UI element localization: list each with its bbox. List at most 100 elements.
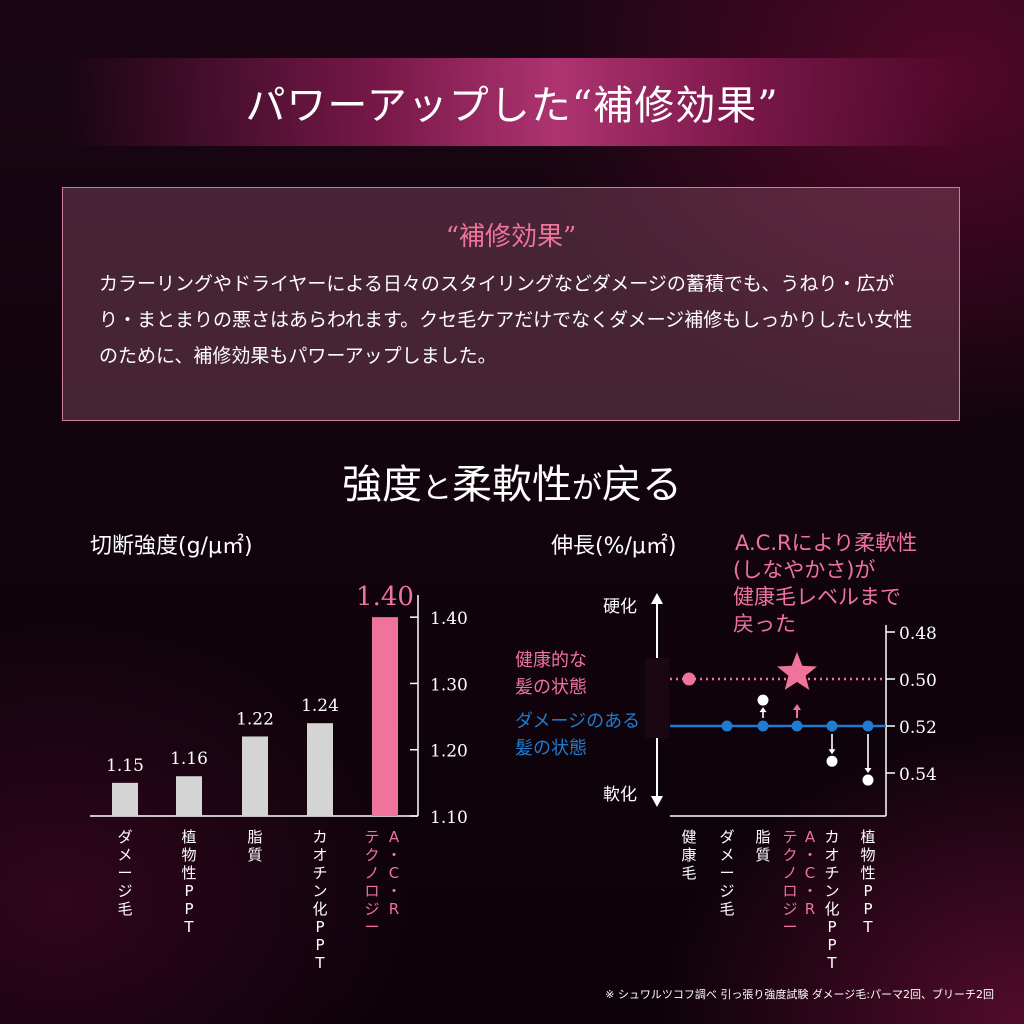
acr-annotation-line: 健康毛レベルまで: [733, 585, 901, 609]
acr-up-arrow-icon: [793, 704, 801, 710]
elongation-category-label-char: カ: [824, 828, 839, 846]
shift-arrow-up-icon: [759, 707, 767, 713]
strength-category-label-acr-char: C: [389, 864, 399, 882]
damaged-point: [721, 720, 733, 732]
strength-category-label-char: 脂: [247, 828, 262, 846]
elongation-category-label-acr-char: ノ: [782, 864, 797, 882]
treatment-point: [862, 774, 874, 786]
strength-y-tick-label: 1.30: [430, 675, 468, 695]
page-title: パワーアップした“補修効果”: [245, 83, 779, 129]
elongation-category-label-acr-char: ・: [802, 882, 817, 900]
hardness-label: 硬化: [603, 597, 637, 617]
strength-category-label-acr-char: ロ: [364, 882, 379, 900]
elongation-y-tick-label: 0.54: [899, 765, 937, 785]
strength-category-label-char: T: [314, 954, 325, 972]
strength-category-label-acr-char: ジ: [364, 900, 379, 918]
elongation-category-label-acr-char: A: [805, 828, 816, 846]
damaged-label-line2: 髪の状態: [515, 737, 587, 759]
strength-bar: [176, 776, 202, 816]
strength-bar: [242, 736, 268, 816]
acr-star-icon: [777, 652, 817, 690]
strength-category-label-char: 質: [247, 846, 262, 864]
footnote: ※ シュワルツコフ調べ 引っ張り強度試験 ダメージ毛:パーマ2回、ブリーチ2回: [605, 988, 994, 1001]
elongation-category-label-acr-char: ・: [802, 846, 817, 864]
strength-bar: [112, 782, 138, 816]
acr-annotation-line: (しなやかさ)が: [733, 558, 875, 582]
strength-category-label-char: カ: [312, 828, 327, 846]
elongation-category-label: ダメージ毛: [719, 828, 734, 918]
acr-annotation-line: A.C.Rにより柔軟性: [735, 531, 917, 555]
strength-category-label-char: オ: [312, 846, 327, 864]
strength-data-label: 1.40: [356, 582, 414, 612]
strength-category-label-char: ー: [117, 864, 132, 882]
elongation-category-label-char: T: [862, 918, 873, 936]
strength-category-label-acr: A・C・R: [386, 828, 401, 918]
elongation-y-tick-label: 0.52: [899, 718, 937, 738]
title-banner: パワーアップした“補修効果”: [62, 58, 962, 146]
strength-category-label-char: P: [184, 900, 193, 918]
subtitle-flexibility: 柔軟性: [452, 462, 572, 508]
strength-data-label: 1.24: [301, 696, 339, 716]
strength-category-label-char: P: [184, 882, 193, 900]
healthy-label-line2: 髪の状態: [515, 676, 587, 698]
treatment-point: [757, 694, 769, 706]
strength-category-label-acr-char: ノ: [364, 864, 379, 882]
damaged-point: [826, 720, 838, 732]
healthy-hair-point: [682, 672, 696, 686]
info-box-text: カラーリングやドライヤーによる日々のスタイリングなどダメージの蓄積でも、うねり・…: [99, 273, 913, 367]
elongation-category-label-char: メ: [719, 846, 734, 864]
section-subtitle: 強度と柔軟性が戻る: [0, 452, 1024, 510]
elongation-category-label-char: 健: [681, 828, 696, 846]
elongation-category-label-char: P: [863, 882, 872, 900]
elongation-category-label-char: 毛: [719, 900, 734, 918]
elongation-category-label-char: P: [827, 918, 836, 936]
strength-category-label-acr-char: ・: [386, 846, 401, 864]
elongation-category-label-char: ダ: [719, 828, 734, 846]
strength-category-label-char: チ: [312, 864, 327, 882]
elongation-category-label: 脂質: [755, 828, 770, 864]
elongation-y-tick-label: 0.48: [899, 624, 937, 644]
elongation-category-label-acr-char: ジ: [782, 900, 797, 918]
elongation-category-label-char: P: [827, 936, 836, 954]
acr-annotation-line: 戻った: [733, 612, 796, 636]
strength-category-label-char: ダ: [117, 828, 132, 846]
strength-y-tick-label: 1.20: [430, 742, 468, 762]
elongation-category-label-acr-char: ク: [782, 846, 797, 864]
elongation-category-label-acr-char: C: [805, 864, 815, 882]
elongation-category-label-acr-char: ー: [782, 918, 797, 936]
elongation-category-label: 健康毛: [681, 828, 696, 882]
strength-category-label-char: 植: [181, 828, 196, 846]
strength-category-label-char: 性: [181, 864, 196, 882]
elongation-category-label-char: ー: [719, 864, 734, 882]
info-box-heading: “補修効果”: [445, 222, 577, 252]
subtitle-particle-ga: が: [572, 471, 602, 506]
strength-category-label-char: P: [315, 936, 324, 954]
strength-category-label-acr-char: A: [389, 828, 400, 846]
strength-category-label-acr-char: R: [389, 900, 399, 918]
strength-data-label: 1.15: [106, 756, 144, 776]
strength-category-label-char: T: [183, 918, 194, 936]
damaged-label-line1: ダメージのある: [515, 711, 640, 732]
elongation-category-label-char: ジ: [719, 882, 734, 900]
strength-category-label-acr-char: テ: [364, 828, 379, 846]
elongation-category-label-char: P: [863, 900, 872, 918]
healthy-label-line1: 健康的な: [515, 650, 587, 671]
strength-category-label-acr-char: ・: [386, 882, 401, 900]
damaged-point: [862, 720, 874, 732]
elongation-category-label-acr-char: ロ: [782, 882, 797, 900]
strength-data-label: 1.22: [236, 709, 274, 729]
elongation-category-label-char: 毛: [681, 864, 696, 882]
strength-category-label: 脂質: [247, 828, 262, 864]
strength-y-tick-label: 1.40: [430, 609, 468, 629]
hardness-arrow-up-icon: [651, 593, 663, 604]
shift-arrow-down-icon: [828, 749, 836, 755]
strength-category-label-char: ン: [312, 882, 327, 900]
elongation-category-label-acr-char: テ: [782, 828, 797, 846]
damaged-point: [757, 720, 769, 732]
elongation-category-label-char: チ: [824, 864, 839, 882]
